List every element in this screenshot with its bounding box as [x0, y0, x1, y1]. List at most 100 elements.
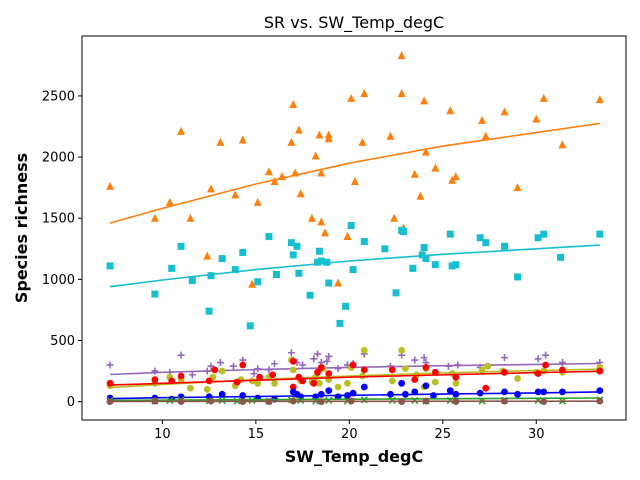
data-point — [317, 168, 326, 177]
data-point — [177, 351, 185, 359]
chart-title: SR vs. SW_Temp_degC — [264, 13, 444, 33]
data-point — [311, 151, 320, 160]
data-point — [165, 197, 174, 206]
data-point — [289, 383, 297, 391]
data-point — [452, 379, 460, 387]
y-tick-label: 2500 — [42, 89, 75, 104]
data-point — [207, 272, 215, 280]
data-point — [239, 392, 247, 399]
data-point — [388, 377, 396, 385]
data-point — [287, 137, 296, 146]
data-point — [270, 177, 279, 186]
x-tick-label: 30 — [528, 427, 545, 442]
data-point — [293, 242, 301, 250]
data-point — [188, 371, 196, 379]
data-point — [324, 130, 333, 139]
data-point — [418, 251, 426, 259]
data-point — [323, 357, 331, 365]
data-point — [325, 387, 333, 395]
data-point — [360, 366, 368, 374]
data-point — [500, 242, 508, 250]
data-point — [446, 387, 454, 395]
data-point — [211, 366, 219, 374]
data-point — [514, 390, 521, 398]
data-point — [229, 362, 237, 370]
data-point — [350, 177, 359, 186]
data-point — [484, 362, 492, 370]
data-point — [360, 383, 368, 391]
data-point — [289, 251, 297, 259]
data-point — [315, 130, 324, 139]
data-point — [420, 244, 428, 252]
data-point — [271, 360, 279, 368]
x-axis-label: SW_Temp_degC — [285, 447, 423, 466]
data-point — [411, 376, 419, 384]
data-point — [398, 379, 406, 387]
data-point — [106, 361, 114, 369]
data-point — [409, 264, 417, 272]
y-tick-label: 500 — [50, 334, 75, 349]
data-point — [410, 169, 419, 178]
data-point — [233, 378, 241, 386]
data-point — [250, 370, 258, 378]
data-point — [595, 95, 604, 104]
data-point — [343, 232, 352, 241]
data-point — [451, 172, 460, 181]
data-point — [272, 270, 280, 278]
data-point — [422, 364, 430, 371]
series-1 — [106, 222, 604, 330]
data-point — [186, 213, 195, 222]
data-point — [177, 242, 185, 250]
data-point — [596, 367, 604, 375]
data-point — [334, 383, 342, 391]
y-tick-label: 1500 — [42, 212, 75, 227]
data-point — [317, 217, 326, 226]
data-point — [542, 361, 550, 369]
data-point — [431, 378, 439, 386]
data-point — [358, 137, 367, 146]
data-point — [289, 357, 297, 365]
data-point — [289, 99, 298, 108]
data-point — [448, 262, 456, 270]
data-point — [207, 362, 215, 370]
data-point — [294, 125, 303, 134]
data-point — [558, 359, 566, 367]
data-point — [422, 382, 430, 390]
data-point — [398, 346, 406, 354]
plot-area — [106, 51, 604, 406]
data-point — [421, 147, 430, 156]
plot-frame — [81, 35, 627, 421]
data-point — [323, 258, 331, 266]
data-point — [500, 107, 509, 116]
data-point — [325, 370, 333, 377]
y-tick-label: 0 — [67, 395, 75, 410]
data-point — [218, 367, 226, 375]
data-point — [388, 366, 396, 374]
data-point — [317, 390, 325, 398]
data-point — [347, 93, 356, 102]
data-point — [151, 367, 159, 375]
trend-line — [109, 370, 600, 386]
data-point — [349, 266, 357, 274]
data-point — [265, 233, 273, 241]
data-point — [314, 368, 321, 376]
data-point — [307, 213, 316, 222]
data-point — [360, 88, 369, 97]
data-point — [203, 386, 211, 393]
data-point — [596, 397, 604, 405]
data-point — [452, 261, 460, 269]
data-point — [218, 255, 226, 263]
data-point — [297, 396, 305, 404]
y-axis-ticks: 0 500 1000 1500 2000 2500 — [42, 89, 82, 410]
data-point — [296, 189, 305, 198]
data-point — [177, 372, 185, 380]
data-point — [397, 51, 406, 60]
data-point — [168, 264, 176, 272]
data-point — [540, 388, 548, 396]
data-point — [400, 228, 408, 236]
data-point — [238, 135, 247, 144]
data-point — [392, 289, 400, 297]
data-point — [287, 349, 295, 357]
data-point — [271, 379, 278, 387]
